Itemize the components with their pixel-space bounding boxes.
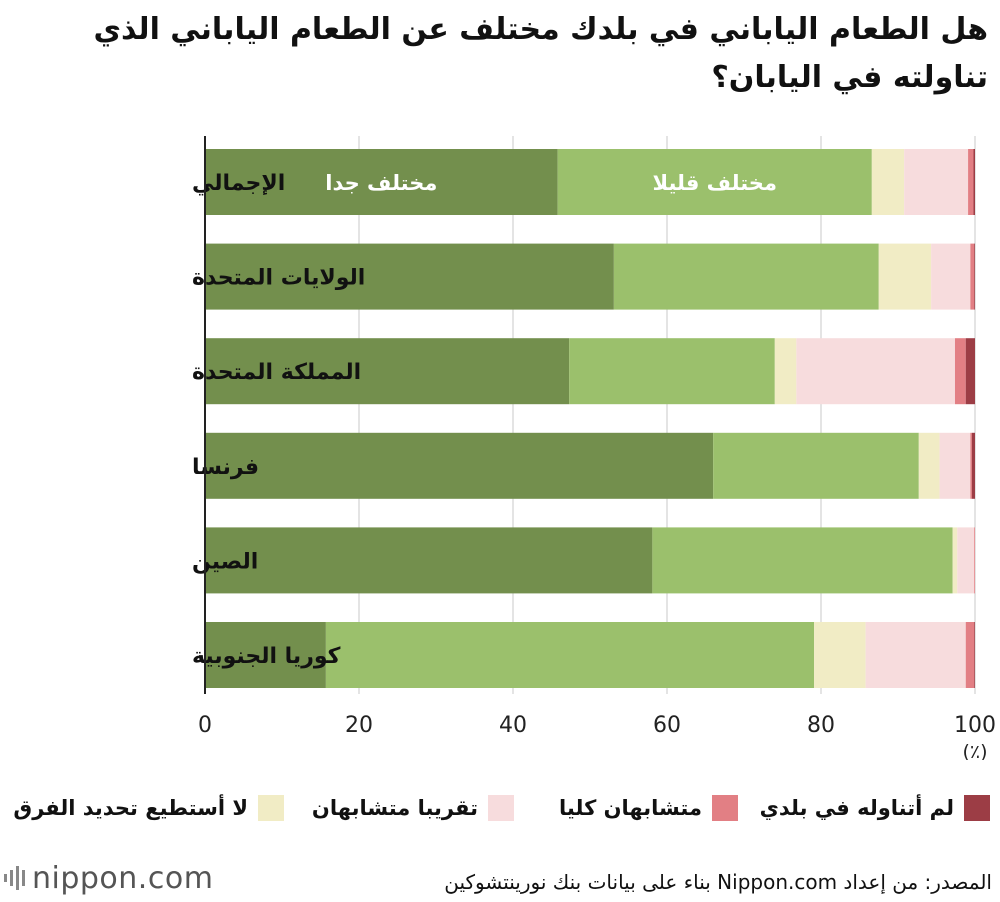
legend: لم أتناوله في بلدي متشابهان كليا تقريبا …: [0, 788, 1000, 828]
bar-segment-5-4: [965, 622, 975, 688]
bar-segment-2-0: [205, 338, 570, 405]
category-label-2: المملكة المتحدة: [192, 360, 361, 385]
legend-item-not-eaten: لم أتناوله في بلدي: [760, 788, 990, 828]
bar-segment-1-1: [613, 243, 879, 310]
logo-mark-icon: [4, 866, 25, 890]
bar-segment-0-4: [968, 149, 974, 215]
bar-segment-1-4: [970, 243, 975, 310]
category-label-1: الولايات المتحدة: [192, 266, 365, 291]
bar-segment-5-1: [325, 622, 815, 688]
bar-segment-2-1: [569, 338, 775, 405]
bar-segment-1-5: [974, 243, 975, 310]
x-tick-label-80: 80: [807, 713, 835, 738]
bar-segment-4-1: [652, 527, 953, 594]
bar-segment-2-5: [965, 338, 975, 405]
x-tick-label-20: 20: [345, 713, 373, 738]
legend-label-completely-same: متشابهان كليا: [559, 796, 702, 820]
bar-segment-5-2: [814, 622, 866, 688]
bar-segment-0-1: [557, 149, 872, 215]
bar-segment-5-0: [205, 622, 326, 688]
nippon-logo: nippon.com: [2, 856, 213, 900]
stacked-bar-chart: الإجمالي الولايات المتحدة المملكة المتحدة ف…: [192, 136, 996, 760]
legend-label-not-eaten: لم أتناوله في بلدي: [759, 796, 954, 820]
bar-segment-0-0: [205, 149, 558, 215]
bar-segment-3-0: [205, 432, 714, 499]
legend-item-almost-same: تقريبا متشابهان: [312, 788, 514, 828]
bar-segment-0-2: [871, 149, 905, 215]
x-tick-label-0: 0: [198, 713, 212, 738]
bar-segment-4-0: [205, 527, 653, 594]
x-tick-label-60: 60: [653, 713, 681, 738]
legend-item-cannot-tell: لا أستطيع تحديد الفرق: [13, 788, 284, 828]
bar-segment-1-3: [931, 243, 971, 310]
unit-label: (٪): [962, 741, 987, 760]
bar-segment-3-4: [970, 432, 972, 499]
category-label-3: فرنسا: [192, 455, 259, 480]
bar-label-very-different: مختلف جدا: [325, 171, 437, 195]
bar-segment-3-5: [971, 432, 975, 499]
bar-segment-0-3: [904, 149, 969, 215]
bar-label-slightly-different: مختلف قليلا: [653, 171, 777, 195]
x-tick-label-100: 100: [954, 713, 996, 738]
legend-swatch-almost-same: [488, 795, 514, 821]
chart-title: هل الطعام الياباني في بلدك مختلف عن الطع…: [93, 12, 988, 95]
x-tick-label-40: 40: [499, 713, 527, 738]
bar-segment-2-3: [796, 338, 955, 405]
bar-segment-1-0: [205, 243, 614, 310]
legend-item-completely-same: متشابهان كليا: [559, 788, 738, 828]
bar-segment-4-3: [957, 527, 975, 594]
bar-segment-3-3: [939, 432, 971, 499]
legend-swatch-not-eaten: [964, 795, 990, 821]
brand-name: nippon.com: [32, 860, 214, 896]
legend-label-cannot-tell: لا أستطيع تحديد الفرق: [13, 796, 248, 820]
bar-segment-3-1: [713, 432, 919, 499]
legend-swatch-completely-same: [712, 795, 738, 821]
legend-swatch-cannot-tell: [258, 795, 284, 821]
bar-segment-5-3: [865, 622, 966, 688]
bar-segment-0-5: [973, 149, 975, 215]
bar-segment-2-2: [774, 338, 797, 405]
bar-segment-3-2: [918, 432, 940, 499]
category-label-4: الصين: [192, 549, 258, 574]
bar-segment-1-2: [878, 243, 932, 310]
bar-segment-4-2: [952, 527, 958, 594]
bar-segment-4-4: [974, 527, 975, 594]
bar-segment-5-5: [974, 622, 975, 688]
legend-label-almost-same: تقريبا متشابهان: [311, 796, 478, 820]
bar-segment-2-4: [954, 338, 966, 405]
source-note: المصدر: من إعداد Nippon.com بناء على بيا…: [444, 870, 992, 894]
category-label-5: كوريا الجنوبية: [192, 644, 341, 669]
category-label-0: الإجمالي: [192, 171, 285, 196]
